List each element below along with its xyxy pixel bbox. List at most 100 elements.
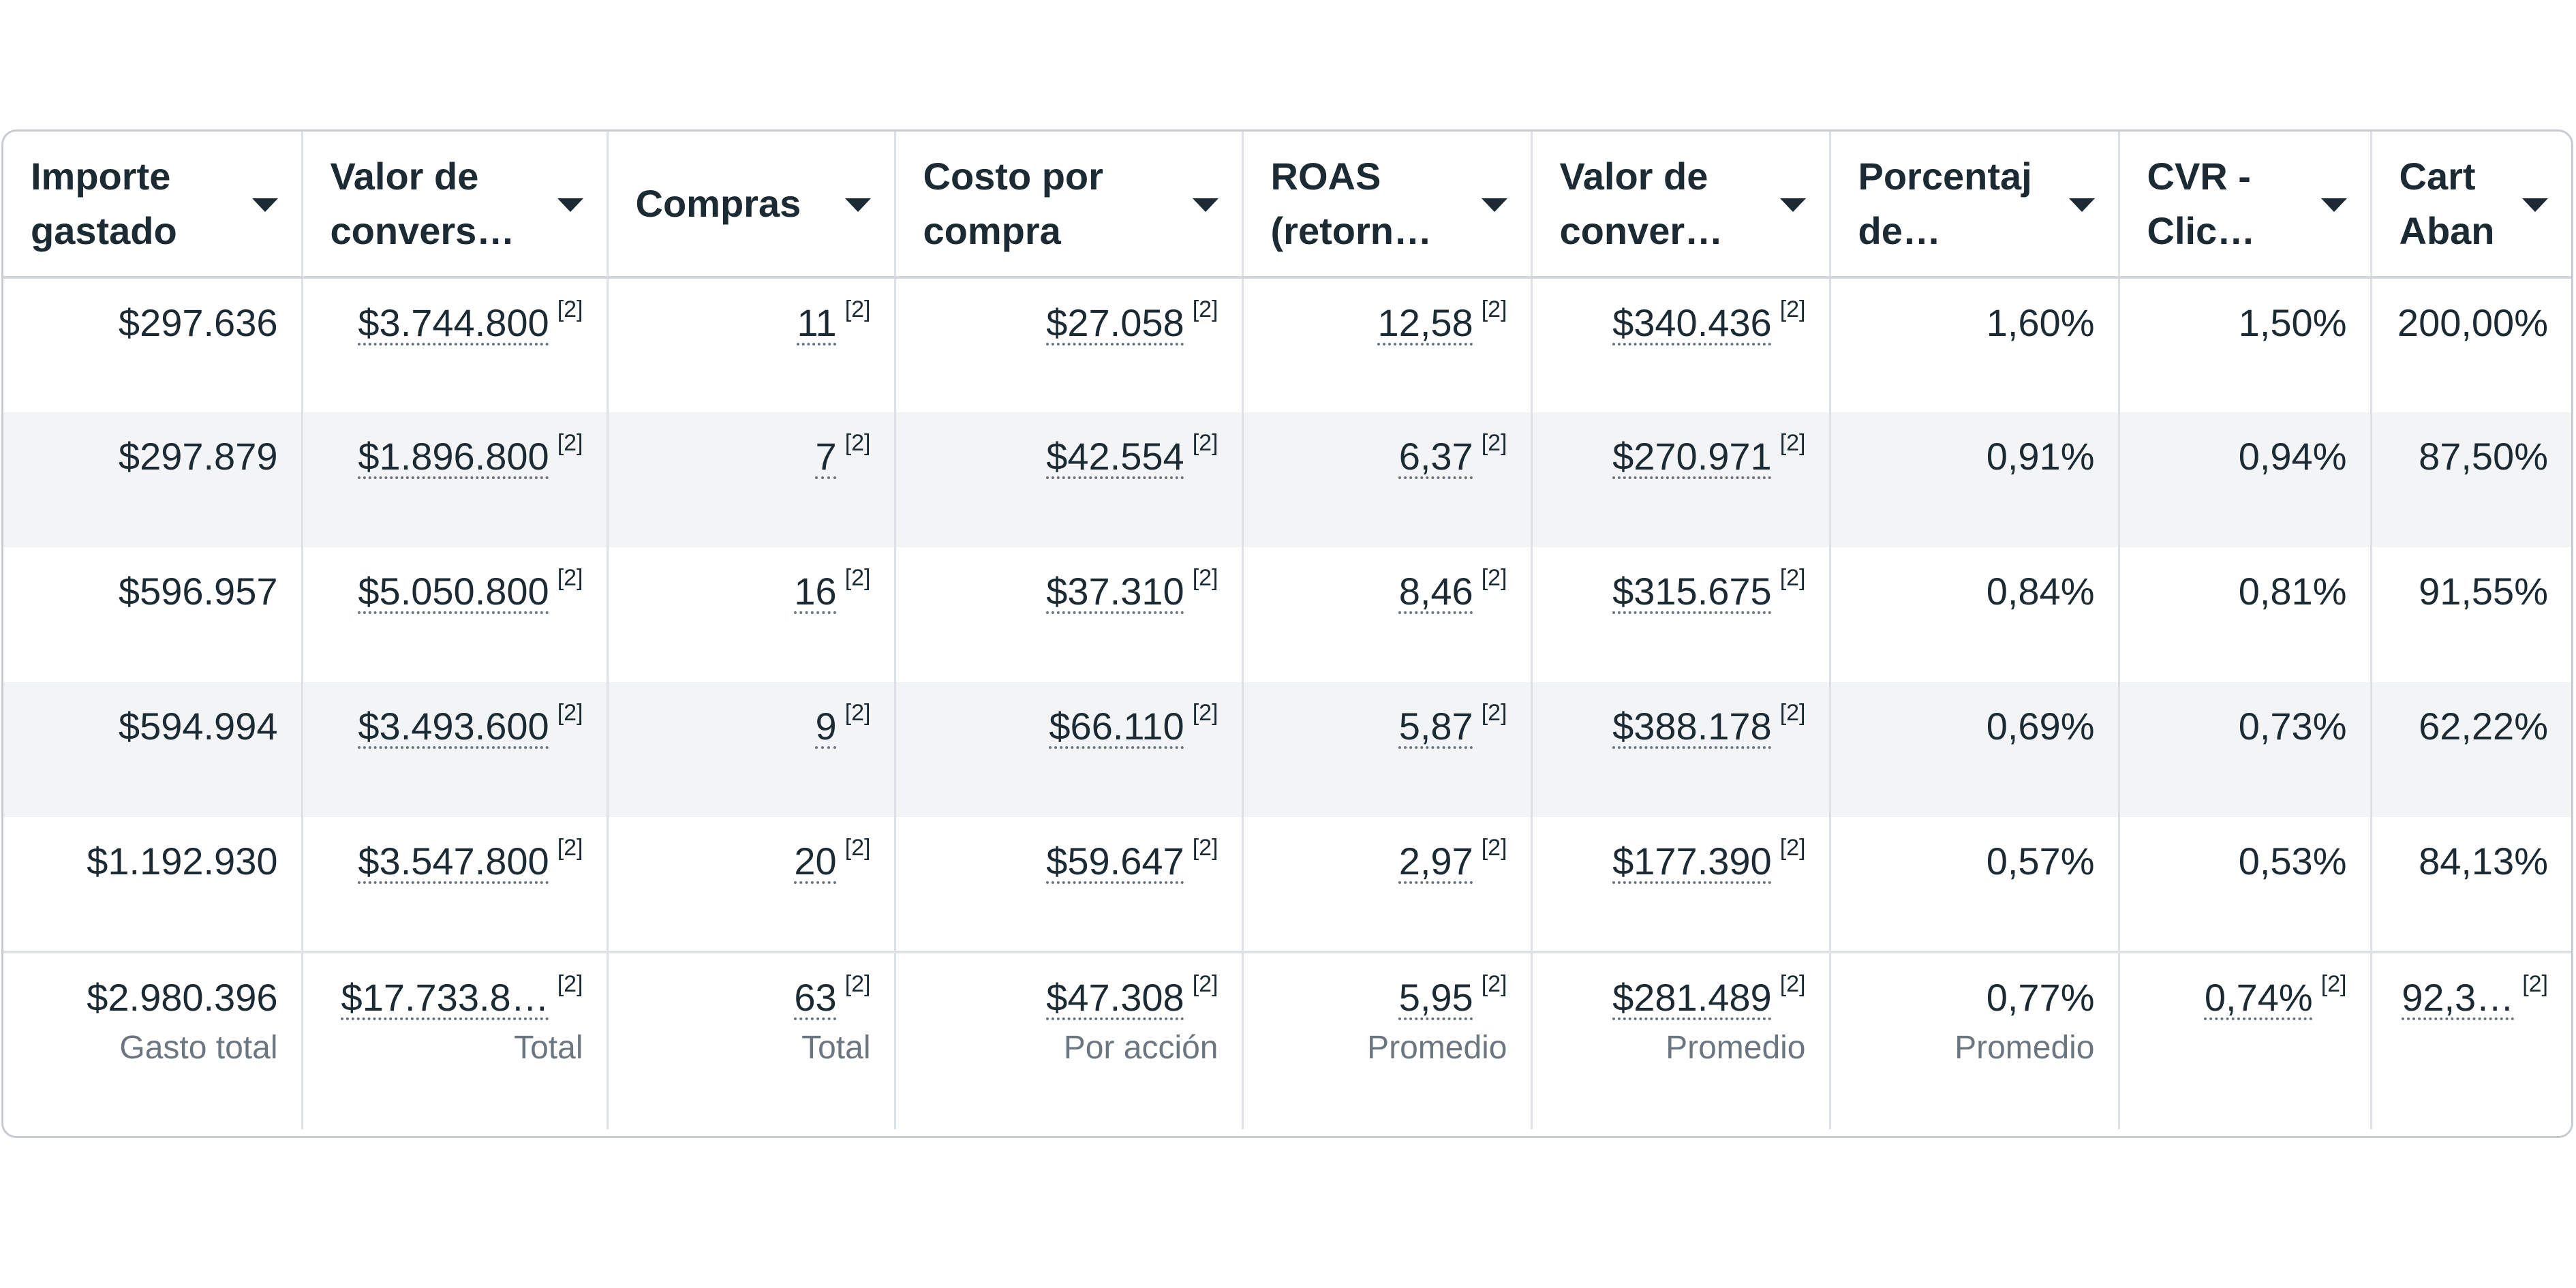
column-header-valor-conversion[interactable]: Valor de convers… [302, 132, 609, 279]
cell-roas: 12,58 [2] [1242, 277, 1533, 412]
table-row: $594.994 $3.493.600 [2] 9 [2] $66.110 [2] 5,87 [… [3, 682, 2571, 817]
table-row: $1.192.930 $3.547.800 [2] 20 [2] $59.647 [2] 2,… [3, 817, 2571, 952]
cell-costo_compra: $66.110 [2] [895, 682, 1244, 817]
footnote-marker: [2] [557, 565, 583, 591]
cell-compras: 9 [2] [607, 682, 896, 817]
metric-value: 0,73% [2238, 705, 2347, 748]
total-label: Promedio [1367, 1030, 1507, 1066]
cell-porcentaje: 0,91% [1830, 412, 2120, 547]
caret-down-icon[interactable] [844, 198, 871, 212]
total-label: Por acción [1063, 1030, 1218, 1066]
total-cell-valor_conver: $281.489 [2] Promedio [1531, 951, 1831, 1129]
metric-value-link[interactable]: 11 [797, 301, 837, 344]
metric-value-link[interactable]: 5,87 [1398, 705, 1473, 748]
metric-value-link[interactable]: $37.310 [1046, 570, 1184, 613]
caret-down-icon[interactable] [1779, 198, 1806, 212]
metric-value-link[interactable]: $59.647 [1046, 840, 1184, 883]
footnote-marker: [2] [1779, 971, 1806, 997]
metric-value-link[interactable]: 12,58 [1377, 301, 1473, 344]
cell-costo_compra: $27.058 [2] [895, 277, 1244, 412]
metric-value-link[interactable]: 8,46 [1398, 570, 1473, 613]
cell-importe: $596.957 [3, 547, 303, 682]
cell-importe: $297.636 [3, 277, 303, 412]
metric-value-link[interactable]: $5.050.800 [358, 570, 549, 613]
cell-compras: 7 [2] [607, 412, 896, 547]
column-header-valor-conversion-promedio[interactable]: Valor de conver… [1531, 132, 1831, 279]
metric-value: 0,91% [1986, 435, 2095, 478]
column-header-cart-aban[interactable]: Cart Aban [2371, 132, 2571, 279]
column-header-costo-por-compra[interactable]: Costo por compra [895, 132, 1244, 279]
metric-value: 0,69% [1986, 705, 2095, 748]
footnote-marker: [2] [844, 700, 871, 726]
metric-value: 0,81% [2238, 570, 2347, 613]
metric-value-link[interactable]: $388.178 [1612, 705, 1772, 748]
column-header-cvr-clic[interactable]: CVR - Clic… [2119, 132, 2372, 279]
cell-costo_compra: $37.310 [2] [895, 547, 1244, 682]
metric-value: 1,50% [2238, 301, 2347, 344]
metric-value-link[interactable]: 6,37 [1398, 435, 1473, 478]
caret-down-icon[interactable] [251, 198, 278, 212]
metric-value-link[interactable]: $3.493.600 [358, 705, 549, 748]
cell-porcentaje: 0,84% [1830, 547, 2120, 682]
metric-value: 62,22% [2419, 705, 2548, 748]
cell-compras: 20 [2] [607, 817, 896, 952]
footnote-marker: [2] [1779, 835, 1806, 861]
cell-valor_conv: $3.493.600 [2] [302, 682, 609, 817]
caret-down-icon[interactable] [2522, 198, 2548, 212]
footnote-marker: [2] [844, 835, 871, 861]
footnote-marker: [2] [1192, 565, 1218, 591]
metric-value: 91,55% [2419, 570, 2548, 613]
metric-value-link[interactable]: $315.675 [1612, 570, 1772, 613]
metric-value-link[interactable]: 16 [794, 570, 837, 613]
total-value-link[interactable]: 63 [794, 976, 837, 1019]
total-value: 0,77% [1986, 976, 2095, 1019]
total-value-link[interactable]: 5,95 [1398, 976, 1473, 1019]
metric-value-link[interactable]: $177.390 [1612, 840, 1772, 883]
total-value-link[interactable]: 0,74% [2204, 976, 2313, 1019]
column-header-porcentaje[interactable]: Porcentaj de… [1830, 132, 2120, 279]
cell-costo_compra: $59.647 [2] [895, 817, 1244, 952]
caret-down-icon[interactable] [557, 198, 583, 212]
column-header-importe-gastado[interactable]: Importe gastado [3, 132, 303, 279]
cell-valor_conver: $177.390 [2] [1531, 817, 1831, 952]
cell-valor_conver: $315.675 [2] [1531, 547, 1831, 682]
metric-value-link[interactable]: $1.896.800 [358, 435, 549, 478]
metric-value-link[interactable]: $3.744.800 [358, 301, 549, 344]
caret-down-icon[interactable] [2320, 198, 2347, 212]
caret-down-icon[interactable] [2068, 198, 2095, 212]
cell-valor_conver: $270.971 [2] [1531, 412, 1831, 547]
footnote-marker: [2] [1481, 700, 1507, 726]
cell-roas: 5,87 [2] [1242, 682, 1533, 817]
metric-value: 0,53% [2238, 840, 2347, 883]
total-value-link[interactable]: $281.489 [1612, 976, 1772, 1019]
metric-value-link[interactable]: $27.058 [1046, 301, 1184, 344]
header-row: Importe gastado Valor de convers… Compra… [3, 132, 2571, 279]
footnote-marker: [2] [1481, 835, 1507, 861]
metric-value-link[interactable]: 2,97 [1398, 840, 1473, 883]
column-header-roas[interactable]: ROAS (retorn… [1242, 132, 1533, 279]
column-header-label: ROAS (retorn… [1270, 155, 1432, 252]
metric-value-link[interactable]: $42.554 [1046, 435, 1184, 478]
metric-value-link[interactable]: $270.971 [1612, 435, 1772, 478]
metric-value-link[interactable]: 9 [815, 705, 837, 748]
metric-value-link[interactable]: 7 [815, 435, 837, 478]
totals-row: $2.980.396 Gasto total $17.733.8… [2] Total 6… [3, 951, 2571, 1129]
column-header-label: Valor de convers… [330, 155, 515, 252]
footnote-marker: [2] [1192, 430, 1218, 456]
footnote-marker: [2] [2522, 971, 2548, 997]
metric-value-link[interactable]: $66.110 [1049, 705, 1184, 748]
metric-value-link[interactable]: $340.436 [1612, 301, 1772, 344]
metric-value-link[interactable]: 20 [794, 840, 837, 883]
footnote-marker: [2] [2320, 971, 2347, 997]
cell-valor_conv: $3.744.800 [2] [302, 277, 609, 412]
caret-down-icon[interactable] [1192, 198, 1218, 212]
metric-value-link[interactable]: $3.547.800 [358, 840, 549, 883]
column-header-compras[interactable]: Compras [607, 132, 896, 279]
total-value-link[interactable]: $47.308 [1046, 976, 1184, 1019]
total-cell-importe: $2.980.396 Gasto total [3, 951, 303, 1129]
total-label: Total [801, 1030, 871, 1066]
total-value-link[interactable]: 92,3… [2402, 976, 2515, 1019]
cell-compras: 11 [2] [607, 277, 896, 412]
caret-down-icon[interactable] [1481, 198, 1507, 212]
total-value-link[interactable]: $17.733.8… [341, 976, 549, 1019]
